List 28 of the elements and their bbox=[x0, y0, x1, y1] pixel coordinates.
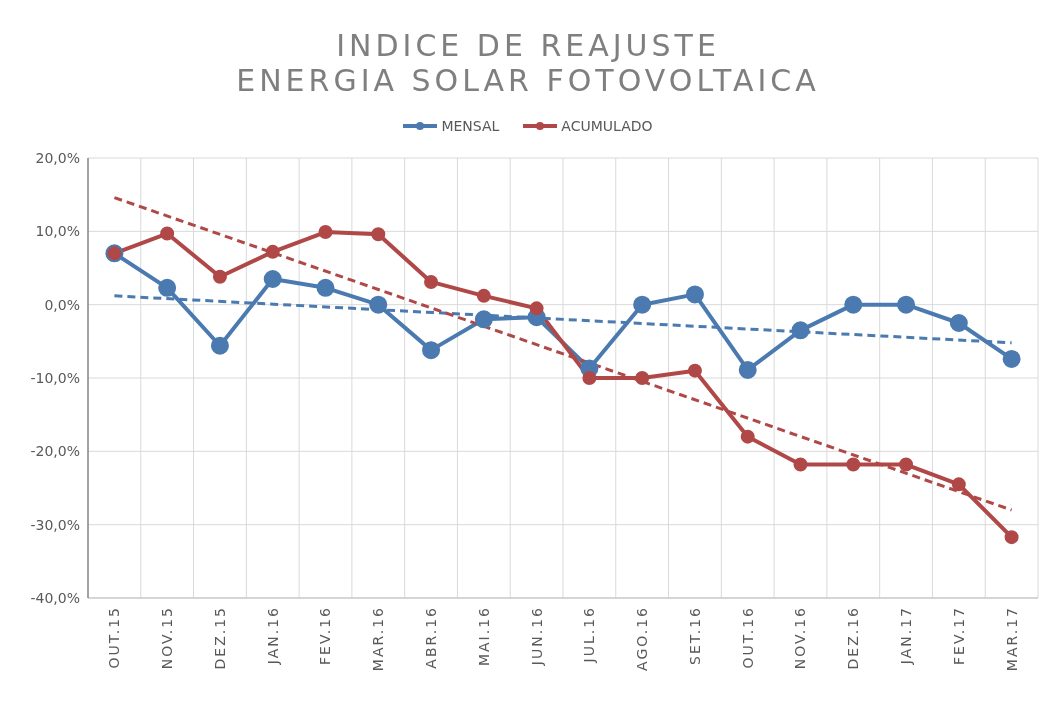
y-tick-label: 0,0% bbox=[44, 296, 80, 313]
x-tick-label: OUT.16 bbox=[739, 606, 756, 669]
x-tick-label: JAN.16 bbox=[264, 606, 281, 666]
x-tick-label: AGO.16 bbox=[634, 606, 651, 671]
x-tick-label: MAI.16 bbox=[475, 606, 492, 667]
x-tick-label: ABR.16 bbox=[423, 606, 439, 669]
x-tick-label: FEV.17 bbox=[950, 606, 967, 665]
y-tick-label: 10,0% bbox=[35, 223, 80, 240]
y-tick-label: -20,0% bbox=[30, 443, 80, 460]
x-tick-label: DEZ.16 bbox=[845, 606, 862, 670]
legend-label: MENSAL bbox=[440, 118, 500, 134]
x-tick-label: SET.16 bbox=[686, 606, 703, 665]
x-tick-label: MAR.16 bbox=[370, 606, 387, 672]
x-tick-label: JAN.17 bbox=[898, 606, 914, 666]
x-tick-label: JUN.16 bbox=[528, 606, 545, 667]
legend-label: ACUMULADO bbox=[560, 118, 653, 134]
x-tick-label: NOV.16 bbox=[792, 606, 809, 670]
y-tick-label: -40,0% bbox=[30, 589, 80, 606]
y-tick-label: 20,0% bbox=[35, 149, 80, 166]
y-tick-label: -10,0% bbox=[30, 369, 80, 386]
x-tick-label: OUT.15 bbox=[106, 606, 123, 669]
x-tick-label: FEV.16 bbox=[317, 606, 334, 665]
x-tick-label: MAR.17 bbox=[1003, 606, 1020, 672]
x-tick-label: JUL.16 bbox=[581, 606, 598, 664]
x-tick-label: NOV.15 bbox=[159, 606, 176, 670]
chart-title: INDICE DE REAJUSTE ENERGIA SOLAR FOTOVOLTAICA bbox=[235, 28, 821, 98]
x-tick-label: DEZ.15 bbox=[211, 606, 228, 670]
y-tick-label: -30,0% bbox=[30, 516, 80, 533]
